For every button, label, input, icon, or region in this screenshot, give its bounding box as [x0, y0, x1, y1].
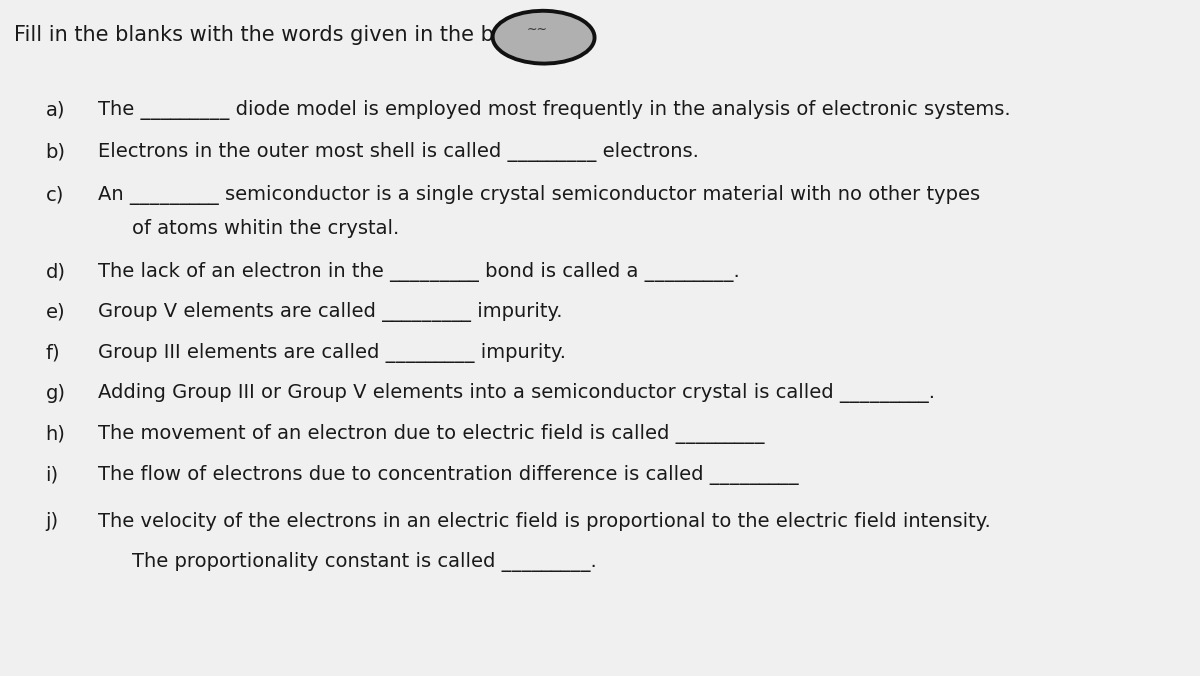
Ellipse shape: [493, 11, 594, 64]
Text: f): f): [46, 343, 60, 362]
Text: The velocity of the electrons in an electric field is proportional to the electr: The velocity of the electrons in an elec…: [98, 512, 991, 531]
Text: i): i): [46, 465, 59, 484]
Text: Electrons in the outer most shell is called _________ electrons.: Electrons in the outer most shell is cal…: [98, 142, 700, 162]
Text: An _________ semiconductor is a single crystal semiconductor material with no ot: An _________ semiconductor is a single c…: [98, 185, 980, 205]
Text: a): a): [46, 100, 65, 119]
Text: Fill in the blanks with the words given in the box.: Fill in the blanks with the words given …: [14, 25, 526, 45]
Text: The movement of an electron due to electric field is called _________: The movement of an electron due to elect…: [98, 424, 764, 444]
Text: Group V elements are called _________ impurity.: Group V elements are called _________ im…: [98, 302, 563, 322]
Text: d): d): [46, 262, 66, 281]
Text: of atoms whitin the crystal.: of atoms whitin the crystal.: [132, 219, 400, 238]
Text: j): j): [46, 512, 59, 531]
Text: h): h): [46, 425, 66, 443]
Text: ∼∼: ∼∼: [527, 22, 548, 36]
Text: g): g): [46, 384, 66, 403]
Text: Group III elements are called _________ impurity.: Group III elements are called _________ …: [98, 343, 566, 363]
Text: The lack of an electron in the _________ bond is called a _________.: The lack of an electron in the _________…: [98, 262, 740, 282]
Text: Adding Group III or Group V elements into a semiconductor crystal is called ____: Adding Group III or Group V elements int…: [98, 383, 936, 404]
Text: b): b): [46, 143, 66, 162]
Text: The flow of electrons due to concentration difference is called _________: The flow of electrons due to concentrati…: [98, 464, 799, 485]
Text: The proportionality constant is called _________.: The proportionality constant is called _…: [132, 552, 596, 573]
Text: The _________ diode model is employed most frequently in the analysis of electro: The _________ diode model is employed mo…: [98, 99, 1012, 120]
Text: e): e): [46, 303, 65, 322]
Text: c): c): [46, 185, 64, 204]
